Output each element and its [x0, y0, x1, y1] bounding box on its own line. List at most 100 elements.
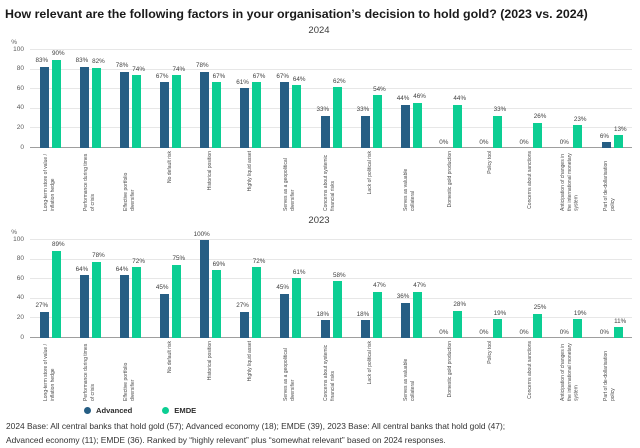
bar-emde: 47%	[372, 283, 386, 338]
category-label-text: Long-term store of value / inflation hed…	[43, 154, 56, 211]
y-axis-tick-label: 60	[16, 274, 24, 282]
gridline	[30, 88, 632, 90]
bar-emde: 19%	[493, 310, 506, 338]
category-label-text: Lack of political risk	[366, 151, 373, 195]
gridline	[30, 258, 632, 260]
bar-emde: 75%	[171, 255, 185, 338]
bars-row: 27% 89% 64% 78% 64% 72% 45% 75% 100% 69% 27% 72% 45%…	[30, 231, 632, 338]
bar-value-label: 46%	[413, 93, 426, 101]
bar-value-label: 74%	[172, 65, 186, 73]
y-axis-tick-label: 80	[16, 255, 24, 263]
bar-value-label: 67%	[212, 72, 226, 80]
category-label: Performance during times of crisis	[70, 151, 110, 213]
bar-value-label: 33%	[316, 106, 330, 114]
bar-advanced: 83%	[76, 57, 89, 148]
gridline	[30, 317, 632, 319]
bar-value-label: 26%	[533, 113, 547, 121]
gridline	[30, 297, 632, 299]
y-axis-tick-label: 40	[16, 104, 24, 112]
gridline	[30, 68, 632, 70]
y-axis-tick-label: 0	[20, 143, 24, 151]
bar-emde: 25%	[533, 304, 546, 338]
bar-value-label: 67%	[155, 72, 169, 80]
category-label-text: Historical position	[206, 341, 213, 381]
category-bar-group: 78% 67%	[191, 50, 231, 148]
category-label-text: Anticipation of changes in the internati…	[559, 343, 580, 401]
category-label-text: Serves as a geopolitical diversifier	[283, 158, 296, 211]
category-label-text: Concerns about sanctions	[526, 151, 533, 209]
gridline	[30, 278, 632, 280]
category-label-text: Concerns about systemic financial risks	[323, 344, 336, 401]
y-axis: % 0 20 40 60 80 100	[4, 39, 30, 150]
x-axis-labels: Long-term store of value / inflation hed…	[30, 151, 632, 213]
bar-advanced: 45%	[276, 285, 290, 338]
bars-row: 83% 90% 83% 82% 78% 74% 67% 74% 78% 67% 61% 67% 67% 6…	[30, 50, 632, 148]
bar-emde: 44%	[452, 96, 466, 148]
bar-value-label: 19%	[493, 309, 507, 317]
category-bar-group: 45% 75%	[150, 240, 190, 338]
category-label-text: Policy tool	[486, 151, 493, 174]
bar-value-label: 28%	[453, 301, 467, 309]
category-label: Historical position	[190, 341, 230, 403]
bar-advanced: 36%	[397, 293, 410, 338]
category-label-text: Policy tool	[486, 341, 493, 364]
bar-value-label: 61%	[292, 268, 306, 276]
category-label-text: Effective portfolio diversifier	[123, 362, 136, 401]
bar-value-label: 78%	[92, 252, 105, 260]
bar-advanced: 61%	[236, 79, 250, 148]
bar-emde: 69%	[212, 261, 225, 338]
bar-value-label: 0%	[559, 328, 569, 336]
category-label: Long-term store of value / inflation hed…	[30, 341, 70, 403]
bar-value-label: 61%	[236, 78, 249, 86]
legend-item-emde: EMDE	[162, 406, 196, 415]
bar-advanced: 45%	[156, 285, 169, 338]
bar-value-label: 0%	[519, 138, 529, 146]
bar-value-label: 64%	[75, 265, 89, 273]
y-axis-tick-label: 0	[20, 333, 24, 341]
bar-value-label: 18%	[316, 310, 330, 318]
category-label-text: Serves as valuable collateral	[403, 168, 416, 211]
bar-advanced: 64%	[116, 266, 129, 338]
bar-value-label: 45%	[276, 284, 289, 292]
bar-value-label: 0%	[439, 328, 449, 336]
bar-value-label: 0%	[479, 328, 489, 336]
y-axis-tick-label: 100	[13, 235, 24, 243]
chart-2024: 2024 % 0 20 40 60 80 100 83% 90% 83% 82% 78% 74% 67%…	[4, 25, 634, 213]
bar-value-label: 27%	[35, 302, 49, 310]
category-bar-group: 67% 74%	[150, 50, 190, 148]
bar-emde: 11%	[613, 318, 626, 338]
bar-emde: 33%	[493, 106, 506, 148]
gridline	[30, 49, 632, 50]
category-label-text: Historical position	[206, 151, 213, 191]
y-axis-tick-label: 20	[16, 313, 24, 321]
bar-value-label: 78%	[196, 62, 209, 70]
category-bar-group: 6% 13%	[592, 50, 632, 148]
category-label: Part of de-dollarisation policy	[590, 151, 630, 213]
category-label: Performance during times of crisis	[70, 341, 110, 403]
category-label-text: Concerns about systemic financial risks	[323, 154, 336, 211]
x-axis-line	[30, 147, 632, 148]
category-label: Lack of political risk	[350, 341, 390, 403]
bar-value-label: 82%	[92, 58, 105, 66]
bar-value-label: 69%	[212, 260, 226, 268]
category-bar-group: 44% 46%	[391, 50, 431, 148]
bar-value-label: 19%	[573, 309, 587, 317]
category-label: Serves as valuable collateral	[390, 151, 430, 213]
plot: 27% 89% 64% 78% 64% 72% 45% 75% 100% 69% 27% 72% 45%…	[30, 231, 632, 338]
bar-advanced: 83%	[35, 57, 49, 148]
category-label: Concerns about systemic financial risks	[310, 151, 350, 213]
category-bar-group: 27% 72%	[231, 240, 271, 338]
bar-value-label: 44%	[453, 95, 467, 103]
legend-label-emde: EMDE	[174, 406, 197, 415]
bar-advanced: 27%	[35, 302, 49, 338]
bar-value-label: 47%	[373, 282, 386, 290]
bar-value-label: 72%	[252, 257, 266, 265]
x-axis-line	[30, 337, 632, 338]
category-label: Domestic gold production	[430, 341, 470, 403]
bar-value-label: 72%	[132, 257, 145, 265]
category-bar-group: 0% 44%	[431, 50, 471, 148]
bar-value-label: 0%	[479, 138, 489, 146]
bar-value-label: 44%	[396, 95, 410, 103]
category-label: Serves as a geopolitical diversifier	[270, 151, 310, 213]
